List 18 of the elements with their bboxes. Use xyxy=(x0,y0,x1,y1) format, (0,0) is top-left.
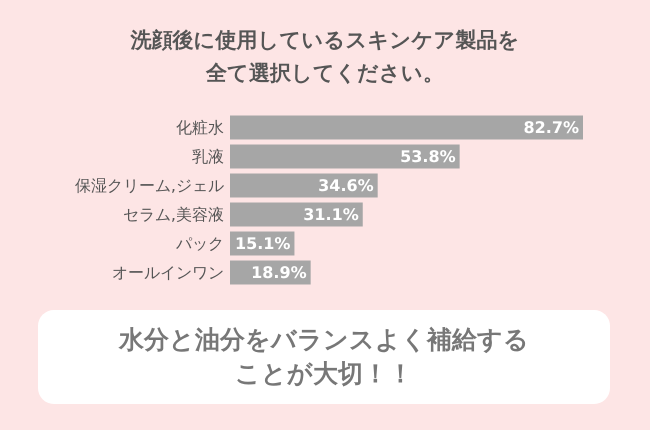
data-label: 34.6% xyxy=(318,176,374,195)
y-tick-label: 化粧水 xyxy=(176,118,224,137)
y-tick-label: オールインワン xyxy=(112,263,224,282)
bar xyxy=(230,202,363,227)
data-label: 31.1% xyxy=(303,205,359,224)
y-tick-label: 乳液 xyxy=(192,147,224,166)
y-tick-label: パック xyxy=(175,234,224,253)
bar xyxy=(230,115,583,140)
data-label: 18.9% xyxy=(251,263,307,282)
chart-title: 洗顔後に使用しているスキンケア製品を全て選択してください。 xyxy=(129,27,520,87)
text: 水分と油分をバランスよく補給することが大切！！ xyxy=(118,324,530,390)
data-label: 82.7% xyxy=(523,118,579,137)
data-label: 53.8% xyxy=(400,147,456,166)
bar xyxy=(230,144,460,169)
y-tick-label: 保湿クリーム,ジェル xyxy=(74,176,224,195)
data-label: 15.1% xyxy=(234,234,290,253)
y-tick-label: セラム,美容液 xyxy=(122,205,224,224)
bar xyxy=(230,173,378,198)
